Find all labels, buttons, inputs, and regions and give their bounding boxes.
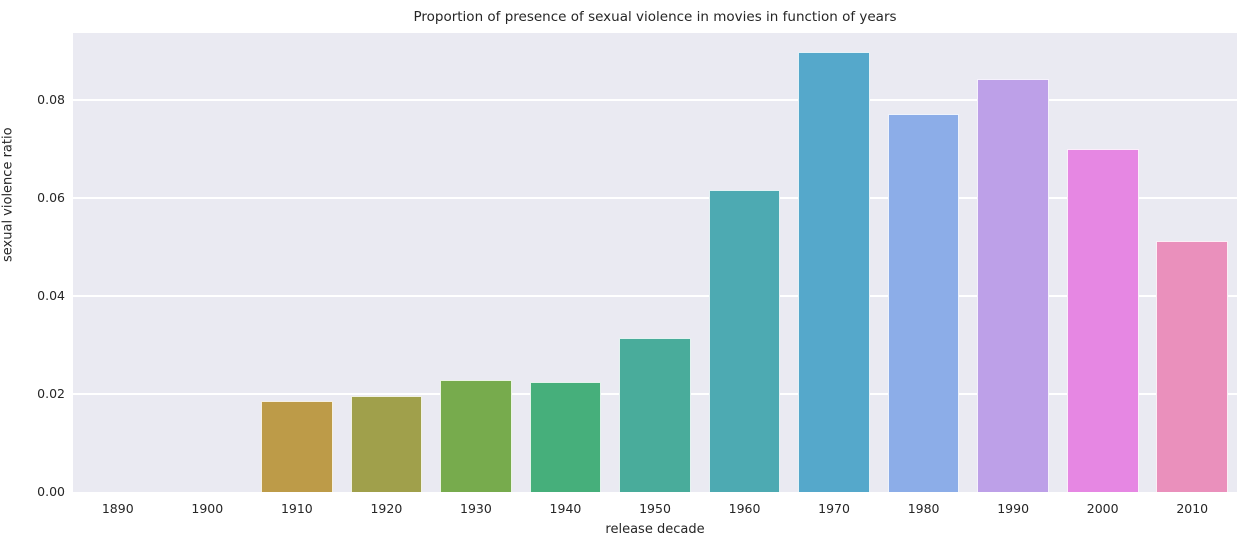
x-tick-label: 1970: [818, 501, 850, 516]
bar-1930: [440, 380, 512, 492]
gridline: [73, 295, 1237, 297]
bar-1940: [529, 382, 602, 492]
bar-1970: [798, 51, 870, 492]
x-tick-label: 1950: [639, 501, 671, 516]
x-tick-label: 1960: [728, 501, 761, 516]
y-tick-label: 0.04: [37, 288, 65, 304]
x-tick-label: 1890: [101, 501, 134, 516]
y-tick-label: 0.00: [37, 484, 65, 499]
bar-1980: [887, 113, 960, 492]
bar-2000: [1066, 148, 1139, 492]
bar-1960: [708, 189, 781, 492]
x-tick-label: 1980: [907, 501, 940, 516]
y-tick-label: 0.08: [37, 92, 65, 108]
x-tick-label: 1910: [280, 501, 313, 516]
y-tick-label: 0.02: [37, 386, 65, 402]
bar-2010: [1156, 240, 1229, 492]
x-tick-label: 1990: [997, 501, 1030, 516]
x-tick-label: 2010: [1176, 501, 1209, 516]
y-axis-label: sexual violence ratio: [0, 127, 16, 262]
y-tick-label: 0.06: [37, 190, 65, 206]
plot-area: [73, 33, 1237, 492]
bar-1910: [261, 400, 333, 492]
gridline: [73, 197, 1237, 199]
x-tick-label: 1900: [191, 501, 224, 516]
x-tick-label: 1920: [370, 501, 403, 516]
gridline: [73, 99, 1237, 101]
bar-1990: [977, 79, 1049, 492]
chart-title: Proportion of presence of sexual violenc…: [413, 9, 897, 25]
bar-1920: [350, 396, 423, 492]
bar-1950: [619, 338, 691, 492]
x-tick-label: 1940: [549, 501, 582, 516]
x-tick-label: 2000: [1086, 501, 1119, 516]
x-axis-label: release decade: [605, 522, 705, 537]
x-tick-label: 1930: [460, 501, 492, 516]
